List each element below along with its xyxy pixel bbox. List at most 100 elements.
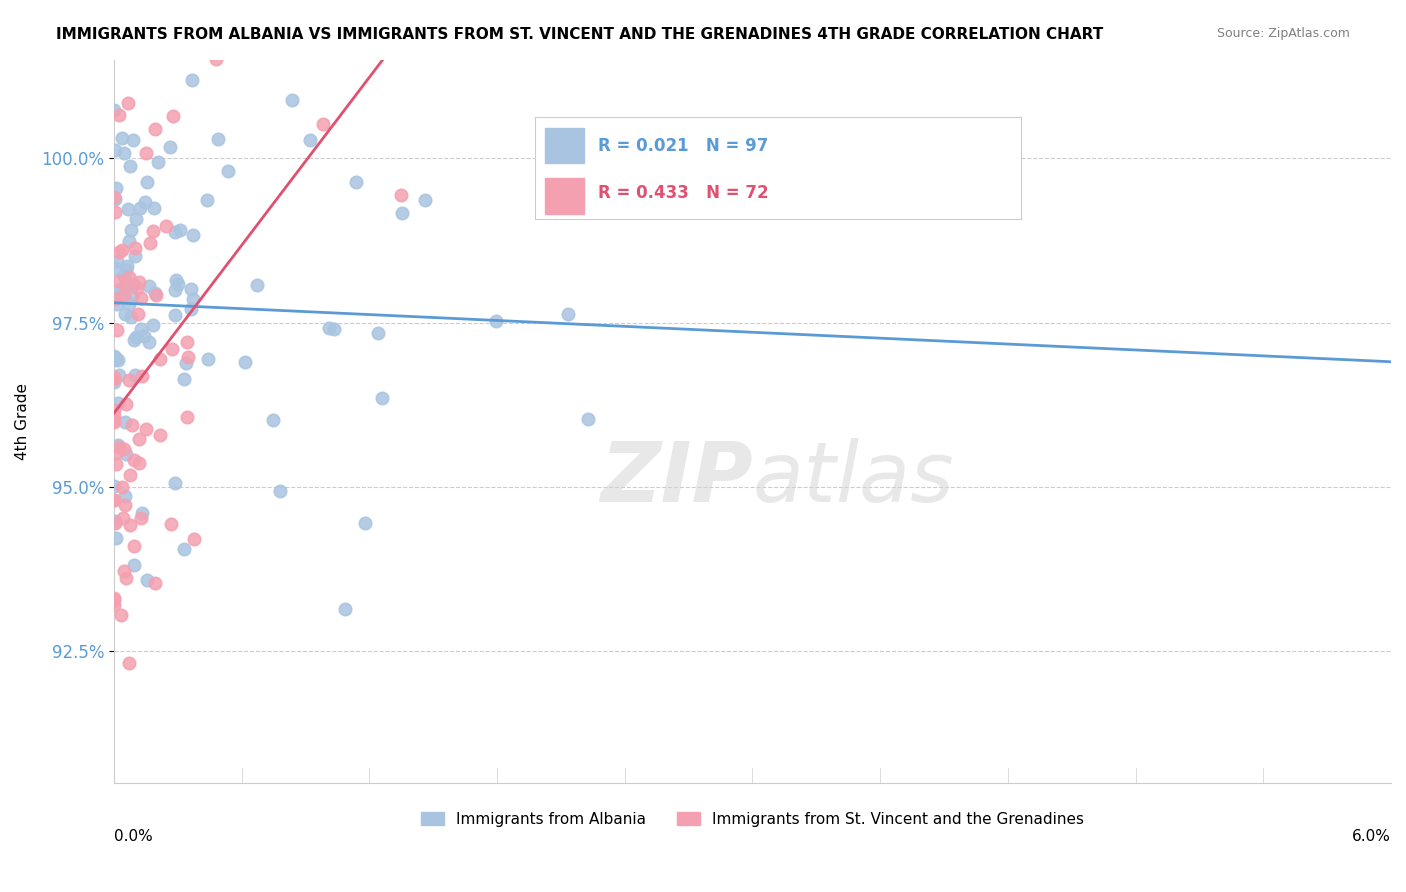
Point — [485, 314, 508, 328]
Point — [104, 516, 127, 530]
Point — [118, 297, 141, 311]
Point — [108, 244, 131, 259]
Point — [104, 261, 127, 276]
Point — [129, 201, 152, 215]
Point — [180, 73, 202, 87]
Point — [107, 440, 129, 454]
Point — [110, 244, 132, 258]
Point — [104, 292, 127, 306]
Point — [103, 403, 125, 417]
Point — [114, 277, 136, 292]
Point — [122, 558, 145, 572]
Point — [142, 201, 165, 215]
Point — [120, 310, 142, 325]
Point — [155, 219, 177, 234]
Point — [180, 282, 202, 296]
Point — [104, 192, 127, 206]
Point — [114, 306, 136, 320]
Point — [127, 307, 149, 321]
Point — [131, 369, 153, 384]
Point — [118, 234, 141, 248]
Point — [181, 227, 204, 242]
Point — [197, 351, 219, 366]
Point — [173, 541, 195, 556]
Point — [124, 333, 146, 347]
Point — [103, 372, 125, 386]
Point — [104, 514, 127, 528]
Point — [103, 493, 125, 508]
Point — [104, 458, 127, 472]
Point — [160, 342, 183, 356]
Point — [143, 122, 166, 136]
Point — [125, 211, 148, 226]
Point — [202, 45, 225, 60]
Point — [165, 283, 187, 297]
Point — [145, 288, 167, 302]
Text: 6.0%: 6.0% — [1353, 829, 1391, 844]
Point — [110, 282, 132, 296]
Point — [118, 159, 141, 173]
Text: 0.0%: 0.0% — [114, 829, 153, 844]
Point — [104, 143, 127, 157]
Point — [121, 133, 143, 147]
Point — [128, 456, 150, 470]
Point — [111, 131, 134, 145]
Point — [318, 320, 340, 334]
Point — [121, 417, 143, 432]
Point — [125, 281, 148, 295]
Point — [107, 353, 129, 368]
Point — [246, 277, 269, 292]
Point — [103, 413, 125, 427]
Point — [122, 453, 145, 467]
Point — [371, 392, 394, 406]
Point — [344, 175, 367, 189]
Point — [128, 432, 150, 446]
Point — [103, 353, 125, 368]
Point — [104, 205, 127, 219]
Point — [207, 132, 229, 146]
Point — [176, 334, 198, 349]
Point — [103, 599, 125, 613]
Point — [110, 480, 132, 494]
Point — [176, 410, 198, 425]
Point — [217, 164, 239, 178]
Point — [115, 263, 138, 277]
Text: Source: ZipAtlas.com: Source: ZipAtlas.com — [1216, 27, 1350, 40]
Point — [117, 202, 139, 216]
Point — [180, 301, 202, 316]
Point — [115, 447, 138, 461]
Point — [149, 352, 172, 367]
Point — [103, 493, 125, 508]
Point — [118, 269, 141, 284]
Point — [298, 133, 321, 147]
Point — [391, 206, 413, 220]
Point — [112, 146, 135, 161]
Point — [576, 412, 599, 426]
Point — [131, 511, 153, 525]
Point — [143, 285, 166, 300]
Point — [103, 415, 125, 429]
Point — [134, 422, 156, 436]
Point — [135, 574, 157, 588]
Point — [367, 326, 389, 341]
Text: IMMIGRANTS FROM ALBANIA VS IMMIGRANTS FROM ST. VINCENT AND THE GRENADINES 4TH GR: IMMIGRANTS FROM ALBANIA VS IMMIGRANTS FR… — [56, 27, 1104, 42]
Point — [169, 223, 191, 237]
Point — [115, 571, 138, 585]
Point — [112, 288, 135, 302]
Point — [114, 415, 136, 429]
Point — [112, 442, 135, 456]
Point — [103, 593, 125, 607]
Point — [118, 373, 141, 387]
Point — [176, 350, 198, 364]
Point — [281, 93, 304, 107]
Point — [107, 288, 129, 302]
Point — [122, 277, 145, 291]
Point — [105, 297, 128, 311]
Point — [181, 292, 204, 306]
Point — [167, 277, 190, 291]
Point — [120, 222, 142, 236]
Text: ZIP: ZIP — [600, 439, 752, 519]
Point — [104, 532, 127, 546]
Point — [129, 291, 152, 305]
Point — [105, 446, 128, 460]
